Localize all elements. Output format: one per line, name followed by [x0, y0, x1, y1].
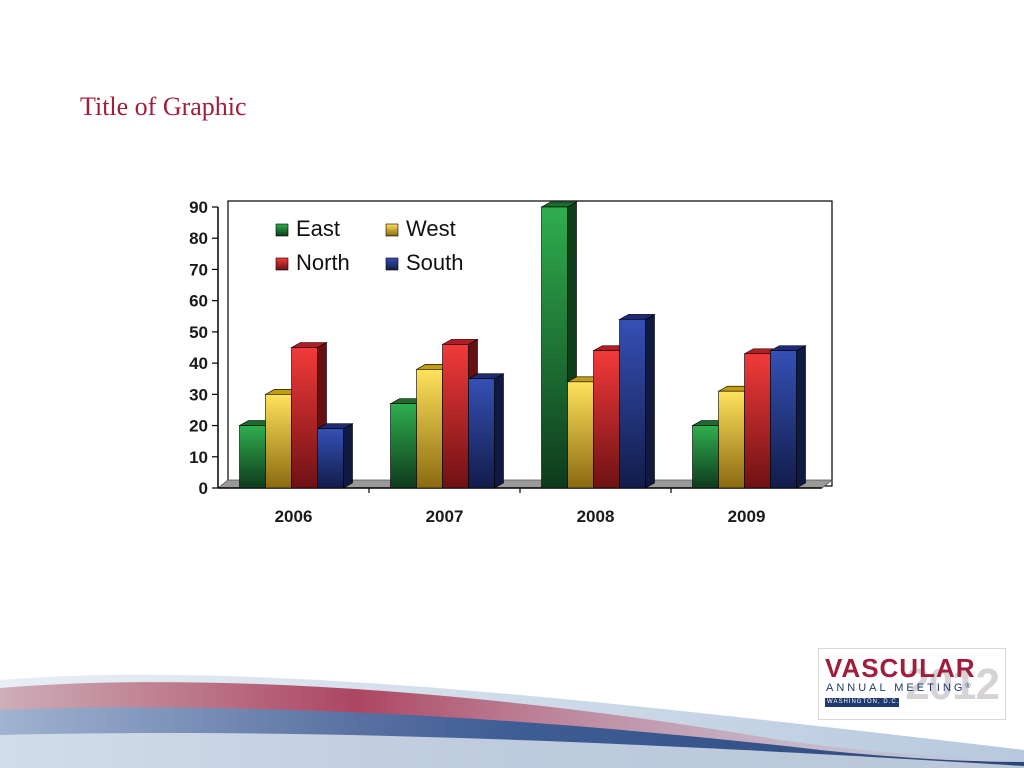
legend-swatch: [385, 223, 399, 237]
legend-item-east: East: [275, 216, 340, 241]
bar-south-2008: [618, 313, 656, 489]
logo-subtitle-text: ANNUAL MEETING: [826, 682, 966, 694]
bar-north-2006: [290, 341, 328, 489]
footer-swoosh-decoration: [0, 674, 1024, 768]
x-tick-label: 2009: [728, 507, 766, 526]
bar-front: [416, 369, 443, 489]
legend-label: West: [406, 216, 456, 241]
legend-swatch: [385, 257, 399, 271]
y-tick-label: 90: [189, 198, 208, 217]
logo-subtitle: ANNUAL MEETING®: [826, 683, 971, 694]
legend-label: North: [296, 250, 350, 275]
logo-location: WASHINGTON, D.C.: [825, 698, 900, 707]
x-tick-label: 2007: [426, 507, 464, 526]
legend-item-north: North: [275, 250, 350, 275]
bar-side: [796, 345, 806, 489]
legend-item-south: South: [385, 250, 464, 275]
logo-wordmark: VASCULAR: [825, 653, 976, 683]
y-tick-label: 10: [189, 448, 208, 467]
bar-south-2009: [769, 345, 807, 489]
bar-side: [494, 373, 504, 489]
bar-front: [692, 425, 719, 489]
bar-front: [390, 403, 417, 489]
vascular-annual-meeting-logo: 2012 VASCULAR ANNUAL MEETING® WASHINGTON…: [818, 648, 1006, 720]
logo-year: 2012: [905, 660, 1000, 709]
bar-south-2006: [316, 423, 354, 489]
y-tick-label: 70: [189, 260, 208, 279]
bar-side: [645, 313, 655, 489]
bar-front: [291, 347, 318, 489]
y-tick-label: 80: [189, 229, 208, 248]
y-tick-label: 20: [189, 417, 208, 436]
legend-swatch: [275, 223, 289, 237]
legend-swatch: [275, 257, 289, 271]
legend-label: South: [406, 250, 464, 275]
y-tick-label: 30: [189, 385, 208, 404]
bar-front: [744, 353, 771, 489]
bar-front: [718, 390, 745, 489]
bar-front: [468, 378, 495, 489]
legend-item-west: West: [385, 216, 456, 241]
legend-label: East: [296, 216, 340, 241]
x-tick-label: 2008: [577, 507, 615, 526]
bar-front: [442, 344, 469, 489]
legend: East West North South: [275, 216, 464, 275]
bar-front: [317, 428, 344, 489]
bar-front: [770, 350, 797, 489]
bar-chart: 0 10 20 30 40 50 60 70 80 90 2006 2007 2008 2009 Eas…: [189, 198, 834, 526]
bars: [238, 201, 807, 489]
x-tick-label: 2006: [275, 507, 313, 526]
bar-front: [265, 394, 292, 489]
bar-side: [343, 423, 353, 489]
logo-registered-mark: ®: [965, 683, 971, 690]
y-tick-label: 60: [189, 292, 208, 311]
slide-title: Title of Graphic: [80, 92, 247, 121]
bar-front: [593, 350, 620, 489]
y-tick-label: 40: [189, 354, 208, 373]
y-axis: 0 10 20 30 40 50 60 70 80 90: [189, 198, 218, 498]
bar-front: [567, 381, 594, 489]
bar-front: [619, 319, 646, 489]
x-axis: 2006 2007 2008 2009: [275, 488, 766, 526]
y-tick-label: 50: [189, 323, 208, 342]
bar-south-2007: [467, 373, 505, 489]
bar-front: [541, 206, 568, 489]
y-tick-label: 0: [199, 479, 208, 498]
bar-front: [239, 425, 266, 489]
